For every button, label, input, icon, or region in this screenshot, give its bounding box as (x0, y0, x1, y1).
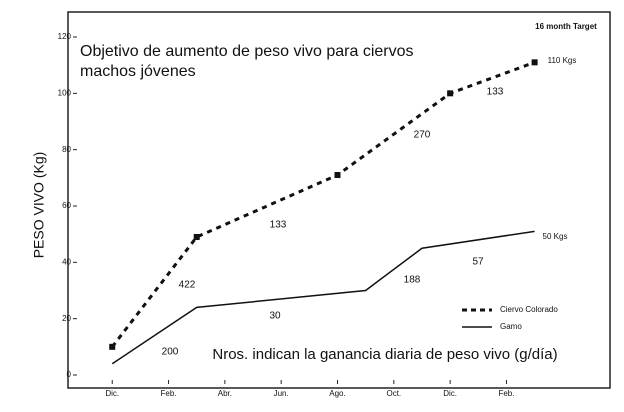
gain-label: 133 (270, 220, 287, 231)
x-tick-label: Feb. (498, 389, 514, 398)
gain-label: 133 (487, 87, 504, 98)
y-tick-label: 60 (62, 201, 71, 210)
gain-label: 270 (414, 130, 431, 141)
chart-title: Objetivo de aumento de peso vivo para ci… (80, 43, 414, 80)
gain-label: 57 (472, 257, 484, 268)
target-label: 16 month Target (535, 22, 597, 31)
gain-label: 188 (404, 275, 421, 286)
gain-label: 30 (269, 311, 281, 322)
note: Nros. indican la ganancia diaria de peso… (212, 346, 557, 363)
x-tick-label: Feb. (161, 389, 177, 398)
gain-label: 200 (162, 347, 179, 358)
legend-label: Gamo (500, 322, 522, 331)
y-axis-label: PESO VIVO (Kg) (31, 152, 47, 259)
series-line (111, 60, 536, 348)
gain-label: 422 (179, 280, 196, 291)
point (334, 172, 341, 179)
y-tick-label: 100 (58, 88, 72, 97)
x-tick-label: Abr. (218, 389, 232, 398)
x-tick-label: Dic. (105, 389, 119, 398)
point (109, 343, 116, 350)
y-tick-label: 20 (62, 314, 71, 323)
x-tick-label: Oct. (386, 389, 401, 398)
end-label: 50 Kgs (543, 232, 568, 241)
point (531, 59, 538, 66)
y-tick-label: 0 (67, 370, 72, 379)
series-line (111, 230, 535, 365)
x-tick-label: Dic. (443, 389, 457, 398)
x-tick-label: Ago. (329, 389, 345, 398)
y-tick-label: 40 (62, 257, 71, 266)
y-tick-label: 120 (58, 32, 72, 41)
legend-label: Ciervo Colorado (500, 305, 558, 314)
end-label: 110 Kgs (548, 56, 577, 65)
y-tick-label: 80 (62, 145, 71, 154)
x-tick-label: Jun. (274, 389, 289, 398)
point (193, 233, 200, 240)
point (447, 90, 454, 97)
frame (67, 11, 611, 389)
